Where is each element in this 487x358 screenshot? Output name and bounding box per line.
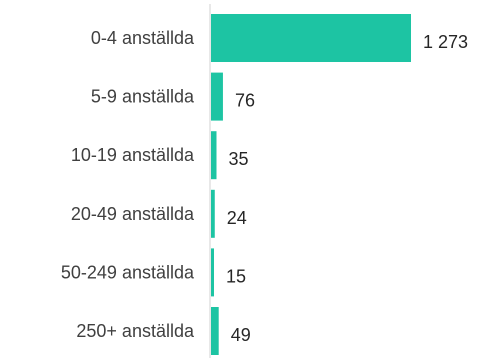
data-label: 1 273 <box>423 32 468 52</box>
data-label: 15 <box>226 266 246 286</box>
category-label: 50-249 anställda <box>61 262 195 282</box>
value-labels-group: 1 273 76 35 24 15 49 <box>226 32 468 345</box>
category-label: 5-9 anställda <box>91 87 195 107</box>
category-label: 20-49 anställda <box>71 204 195 224</box>
bar <box>211 131 217 180</box>
bar <box>211 248 214 297</box>
bar <box>211 189 215 238</box>
category-label: 0-4 anställda <box>91 28 195 48</box>
data-label: 24 <box>227 208 247 228</box>
data-label: 49 <box>231 325 251 345</box>
category-labels-group: 0-4 anställda 5-9 anställda 10-19 anställd… <box>61 28 195 341</box>
data-label: 35 <box>228 149 248 169</box>
category-label: 250+ anställda <box>76 321 195 341</box>
bar <box>211 72 223 121</box>
bars-group <box>211 14 411 355</box>
bar <box>211 14 411 62</box>
category-label: 10-19 anställda <box>71 145 195 165</box>
bar <box>211 307 219 355</box>
data-label: 76 <box>235 91 255 111</box>
